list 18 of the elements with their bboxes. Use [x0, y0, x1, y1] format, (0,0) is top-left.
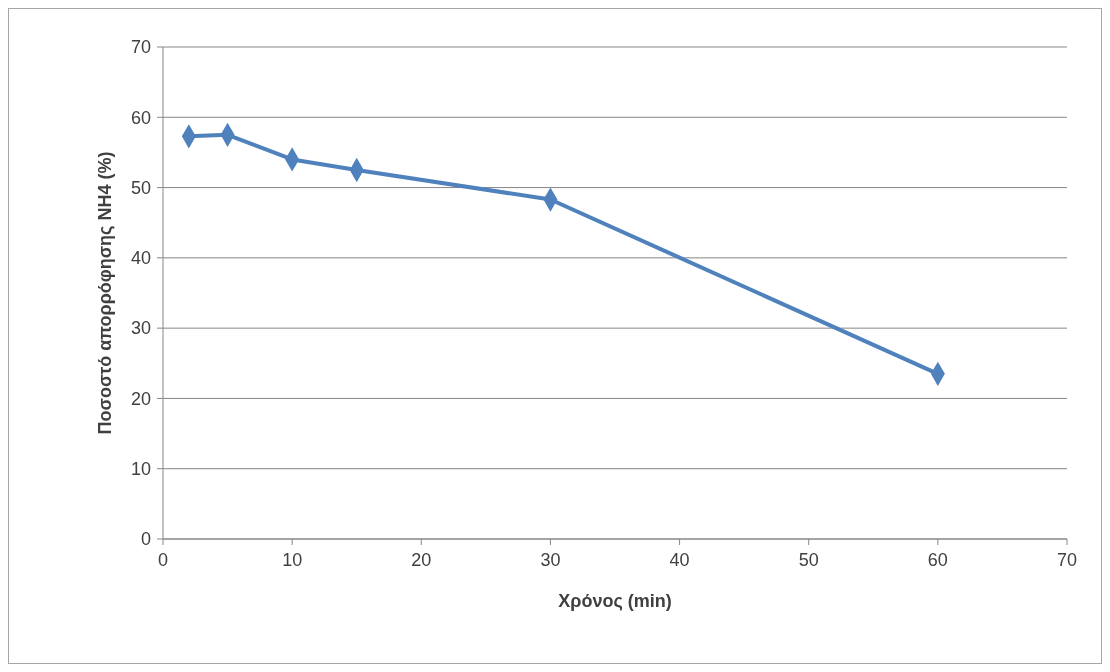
- x-tick-label: 60: [927, 550, 948, 570]
- y-tick-label: 40: [130, 248, 151, 269]
- y-tick-label: 60: [130, 107, 151, 128]
- y-tick-label: 20: [130, 388, 151, 409]
- x-tick-label: 20: [411, 550, 432, 570]
- x-axis-title: Χρόνος (min): [558, 591, 672, 611]
- x-tick-label: 0: [157, 550, 169, 570]
- y-tick-label: 50: [130, 177, 151, 198]
- x-tick-label: 30: [540, 550, 561, 570]
- x-tick-label: 10: [282, 550, 303, 570]
- y-tick-label: 70: [130, 37, 151, 58]
- y-axis-title: Ποσοστό απορρόφησης NH4 (%): [95, 151, 115, 435]
- x-tick-label: 40: [669, 550, 690, 570]
- x-tick-label: 70: [1056, 550, 1078, 570]
- y-tick-label: 10: [130, 459, 151, 480]
- y-tick-label: 30: [130, 318, 151, 339]
- y-tick-label: 0: [140, 529, 151, 550]
- x-tick-label: 50: [798, 550, 819, 570]
